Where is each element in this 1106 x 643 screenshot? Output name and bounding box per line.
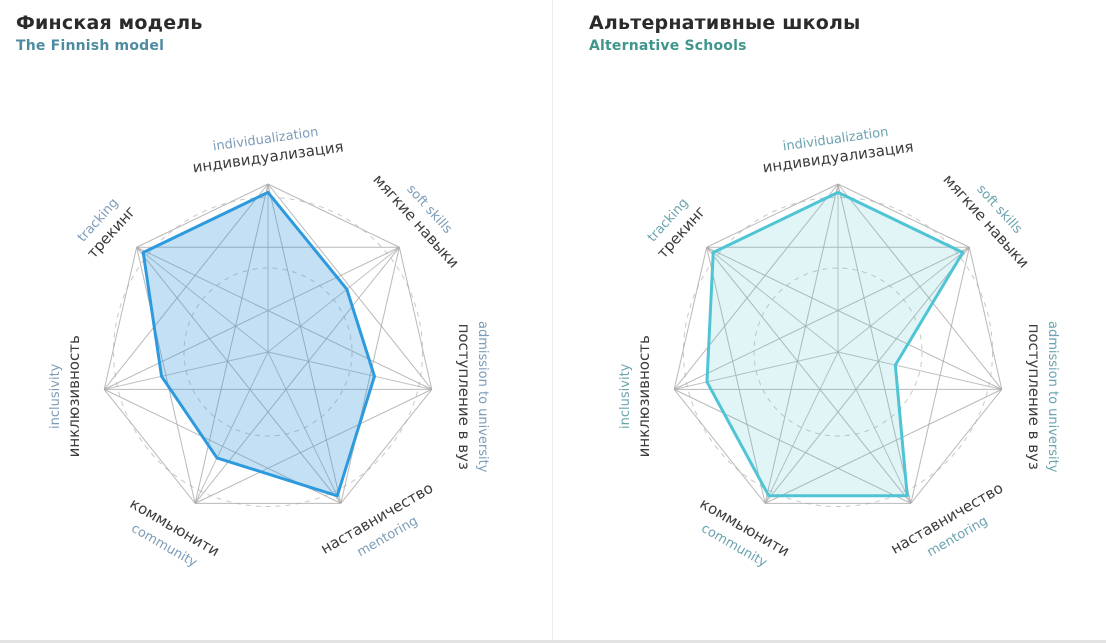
grid-web-line: [136, 183, 269, 248]
radar-chart-alternative-schools: индивидуализацияindividualizationмягкие …: [618, 125, 1060, 571]
axis-spoke: [194, 351, 269, 504]
grid-circle: [753, 267, 923, 437]
grid-web-line: [673, 389, 766, 504]
data-polygon: [141, 190, 376, 498]
grid-web-line: [136, 247, 196, 504]
grid-web-line: [673, 247, 708, 390]
grid-web-line: [706, 246, 1003, 390]
grid-web-line: [837, 183, 1003, 390]
axis-spoke: [706, 246, 839, 353]
grid-web-line: [267, 183, 433, 390]
axis-label-en: admission to university: [475, 321, 490, 473]
axis-label-en: inclusivity: [48, 363, 63, 429]
grid-web-line: [103, 247, 138, 390]
axis-label-ru: поступление в вуз: [1025, 324, 1043, 470]
grid-web-line: [673, 388, 912, 504]
grid-web-line: [706, 247, 766, 504]
axis-spoke: [837, 351, 1002, 390]
grid-web-line: [103, 389, 196, 504]
grid-web-line: [673, 246, 970, 390]
grid-web-line: [706, 183, 839, 248]
data-polygon: [705, 190, 965, 498]
grid-web-line: [837, 183, 912, 504]
axis-spoke: [764, 351, 839, 504]
grid-web-line: [910, 389, 1003, 504]
grid-web-line: [398, 247, 433, 390]
axis-spoke: [837, 246, 970, 353]
page-bottom-edge: [0, 640, 1106, 643]
axis-label-ru: инклюзивность: [635, 335, 653, 457]
axis-spoke: [267, 246, 400, 353]
grid-web-line: [673, 183, 839, 390]
panel-alternative-schools: Альтернативные школы Alternative Schools…: [553, 0, 1106, 640]
axis-spoke: [674, 351, 839, 390]
grid-web-line: [910, 247, 970, 504]
grid-web-line: [103, 183, 269, 390]
grid-web-line: [706, 246, 912, 504]
panel-subtitle-finnish: The Finnish model: [16, 38, 165, 54]
panel-finnish-model: Финская модель The Finnish model индивид…: [0, 0, 553, 640]
axis-label-ru: инклюзивность: [65, 335, 83, 457]
axis-spoke: [136, 246, 269, 353]
grid-web-line: [136, 246, 342, 504]
grid-web-line: [136, 246, 433, 390]
grid-web-line: [837, 183, 970, 248]
panel-title-finnish: Финская модель: [16, 12, 203, 34]
grid-web-line: [764, 388, 1003, 504]
grid-web-line: [764, 183, 839, 504]
axis-spoke: [837, 351, 912, 504]
panel-subtitle-alternative: Alternative Schools: [589, 38, 747, 54]
axis-spoke: [267, 351, 342, 504]
grid-web-line: [340, 247, 400, 504]
panel-title-alternative: Альтернативные школы: [589, 12, 861, 34]
axis-label-ru: поступление в вуз: [455, 324, 473, 470]
grid-web-line: [103, 246, 400, 390]
grid-web-line: [764, 246, 970, 504]
grid-circle: [112, 196, 424, 508]
axis-label-en: inclusivity: [618, 363, 633, 429]
grid-web-line: [267, 183, 342, 504]
grid-circle: [682, 196, 994, 508]
grid-web-line: [968, 247, 1003, 390]
grid-circle: [183, 267, 353, 437]
axis-label-en: admission to university: [1045, 321, 1060, 473]
axis-label-admission-to-university: поступление в вуз admission to university: [1025, 321, 1060, 473]
grid-web-line: [340, 389, 433, 504]
grid-web-line: [194, 183, 269, 504]
axis-label-admission-to-university: поступление в вуз admission to university: [455, 321, 490, 473]
axis-spoke: [267, 351, 432, 390]
axis-spoke: [104, 351, 269, 390]
grid-web-line: [267, 183, 400, 248]
grid-web-line: [194, 388, 433, 504]
panel-divider: [552, 0, 553, 643]
